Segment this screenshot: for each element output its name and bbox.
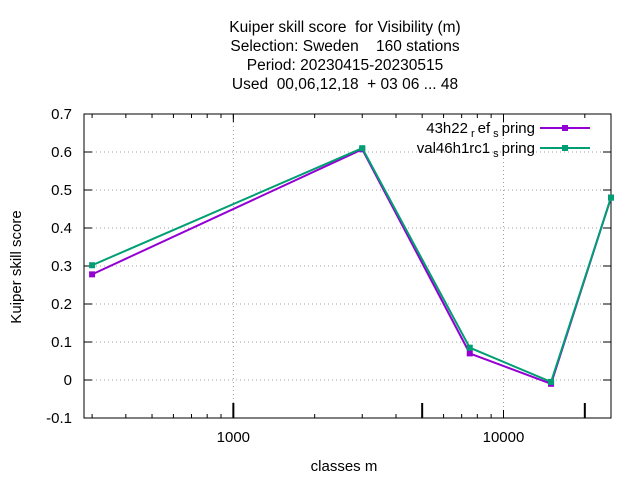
y-tick-label: 0.4 [51,220,72,237]
data-point [466,344,473,351]
x-axis-label: classes m [311,458,378,475]
legend-marker [562,145,568,151]
x-tick-label: 10000 [483,429,525,446]
series-line [91,148,612,386]
chart-title: Kuiper skill score for Visibility (m) Se… [0,18,640,94]
y-tick-label: 0.1 [51,334,72,351]
data-point [608,194,614,201]
y-tick-label: 0.3 [51,258,72,275]
series-line [91,146,612,384]
title-line-4: Used 00,06,12,18 + 03 06 ... 48 [231,76,459,93]
title-line-3: Period: 20230415-20230515 [246,57,444,74]
y-axis-label: Kuiper skill score [8,210,25,323]
legend-marker [562,125,568,131]
y-tick-label: 0 [64,372,72,389]
grid-lines [84,114,611,418]
legend-label: 43h22 r ef s pring [426,120,535,140]
data-point [548,378,555,385]
data-point [89,271,96,278]
title-line-1: Kuiper skill score for Visibility (m) [229,19,461,36]
series-2 [89,145,614,385]
data-point [466,350,473,357]
y-tick-label: 0.5 [51,182,72,199]
data-point [359,145,366,152]
series-lines [89,145,614,387]
y-tick-label: -0.1 [46,410,72,427]
title-line-2: Selection: Sweden 160 stations [230,38,460,55]
plot-frame [83,113,612,419]
y-tick-label: 0.2 [51,296,72,313]
legend-label: val46h1rc1 s pring [417,140,535,160]
x-tick-label: 1000 [217,429,250,446]
series-1 [89,146,614,387]
y-tick-label: 0.7 [51,106,72,123]
data-point [89,262,96,269]
axis-ticks: -0.1 0 0.1 0.2 0.3 0.4 0.5 0.6 0.7 1000 10000 [46,106,611,446]
y-tick-label: 0.6 [51,144,72,161]
